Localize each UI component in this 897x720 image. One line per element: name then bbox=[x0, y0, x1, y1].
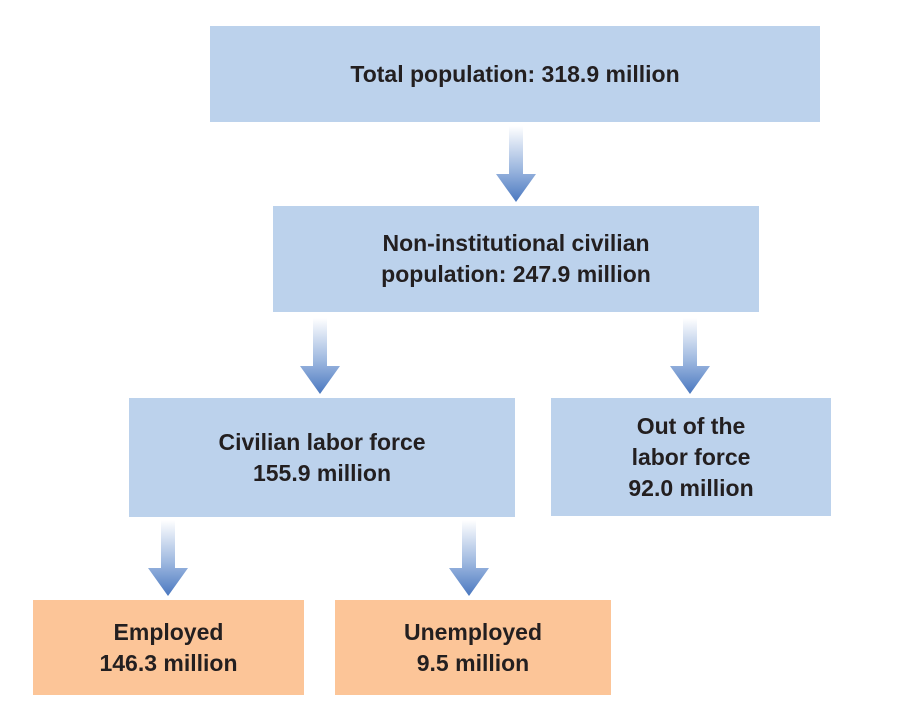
down-arrow-icon bbox=[148, 520, 188, 596]
total-population-box: Total population: 318.9 million bbox=[210, 26, 820, 122]
non-institutional-label-line-2: population: 247.9 million bbox=[381, 261, 651, 287]
employed-box: Employed 146.3 million bbox=[33, 600, 304, 695]
unemployed-box: Unemployed 9.5 million bbox=[335, 600, 611, 695]
out-of-labor-force-label-line-1: Out of the bbox=[636, 412, 746, 439]
down-arrow-icon bbox=[449, 520, 489, 596]
total-population-label: Total population: 318.9 million bbox=[350, 60, 680, 87]
non-institutional-population-box: Non-institutional civilian population: 2… bbox=[273, 206, 759, 312]
employed-label-line-2: 146.3 million bbox=[99, 649, 238, 676]
employed-label-line-1: Employed bbox=[113, 618, 224, 645]
civilian-labor-force-label-line-2: 155.9 million bbox=[252, 459, 392, 486]
unemployed-label-line-2: 9.5 million bbox=[416, 649, 530, 676]
down-arrow-icon bbox=[670, 318, 710, 394]
out-of-labor-force-label-line-2: labor force bbox=[631, 443, 751, 470]
civilian-labor-force-box: Civilian labor force 155.9 million bbox=[129, 398, 515, 517]
non-institutional-label-line-1: Non-institutional civilian bbox=[382, 230, 650, 256]
down-arrow-icon bbox=[300, 318, 340, 394]
out-of-labor-force-label-line-3: 92.0 million bbox=[628, 474, 754, 501]
out-of-labor-force-box: Out of the labor force 92.0 million bbox=[551, 398, 831, 516]
down-arrow-icon bbox=[496, 126, 536, 202]
unemployed-label-line-1: Unemployed bbox=[403, 618, 543, 645]
civilian-labor-force-label-line-1: Civilian labor force bbox=[218, 428, 426, 455]
